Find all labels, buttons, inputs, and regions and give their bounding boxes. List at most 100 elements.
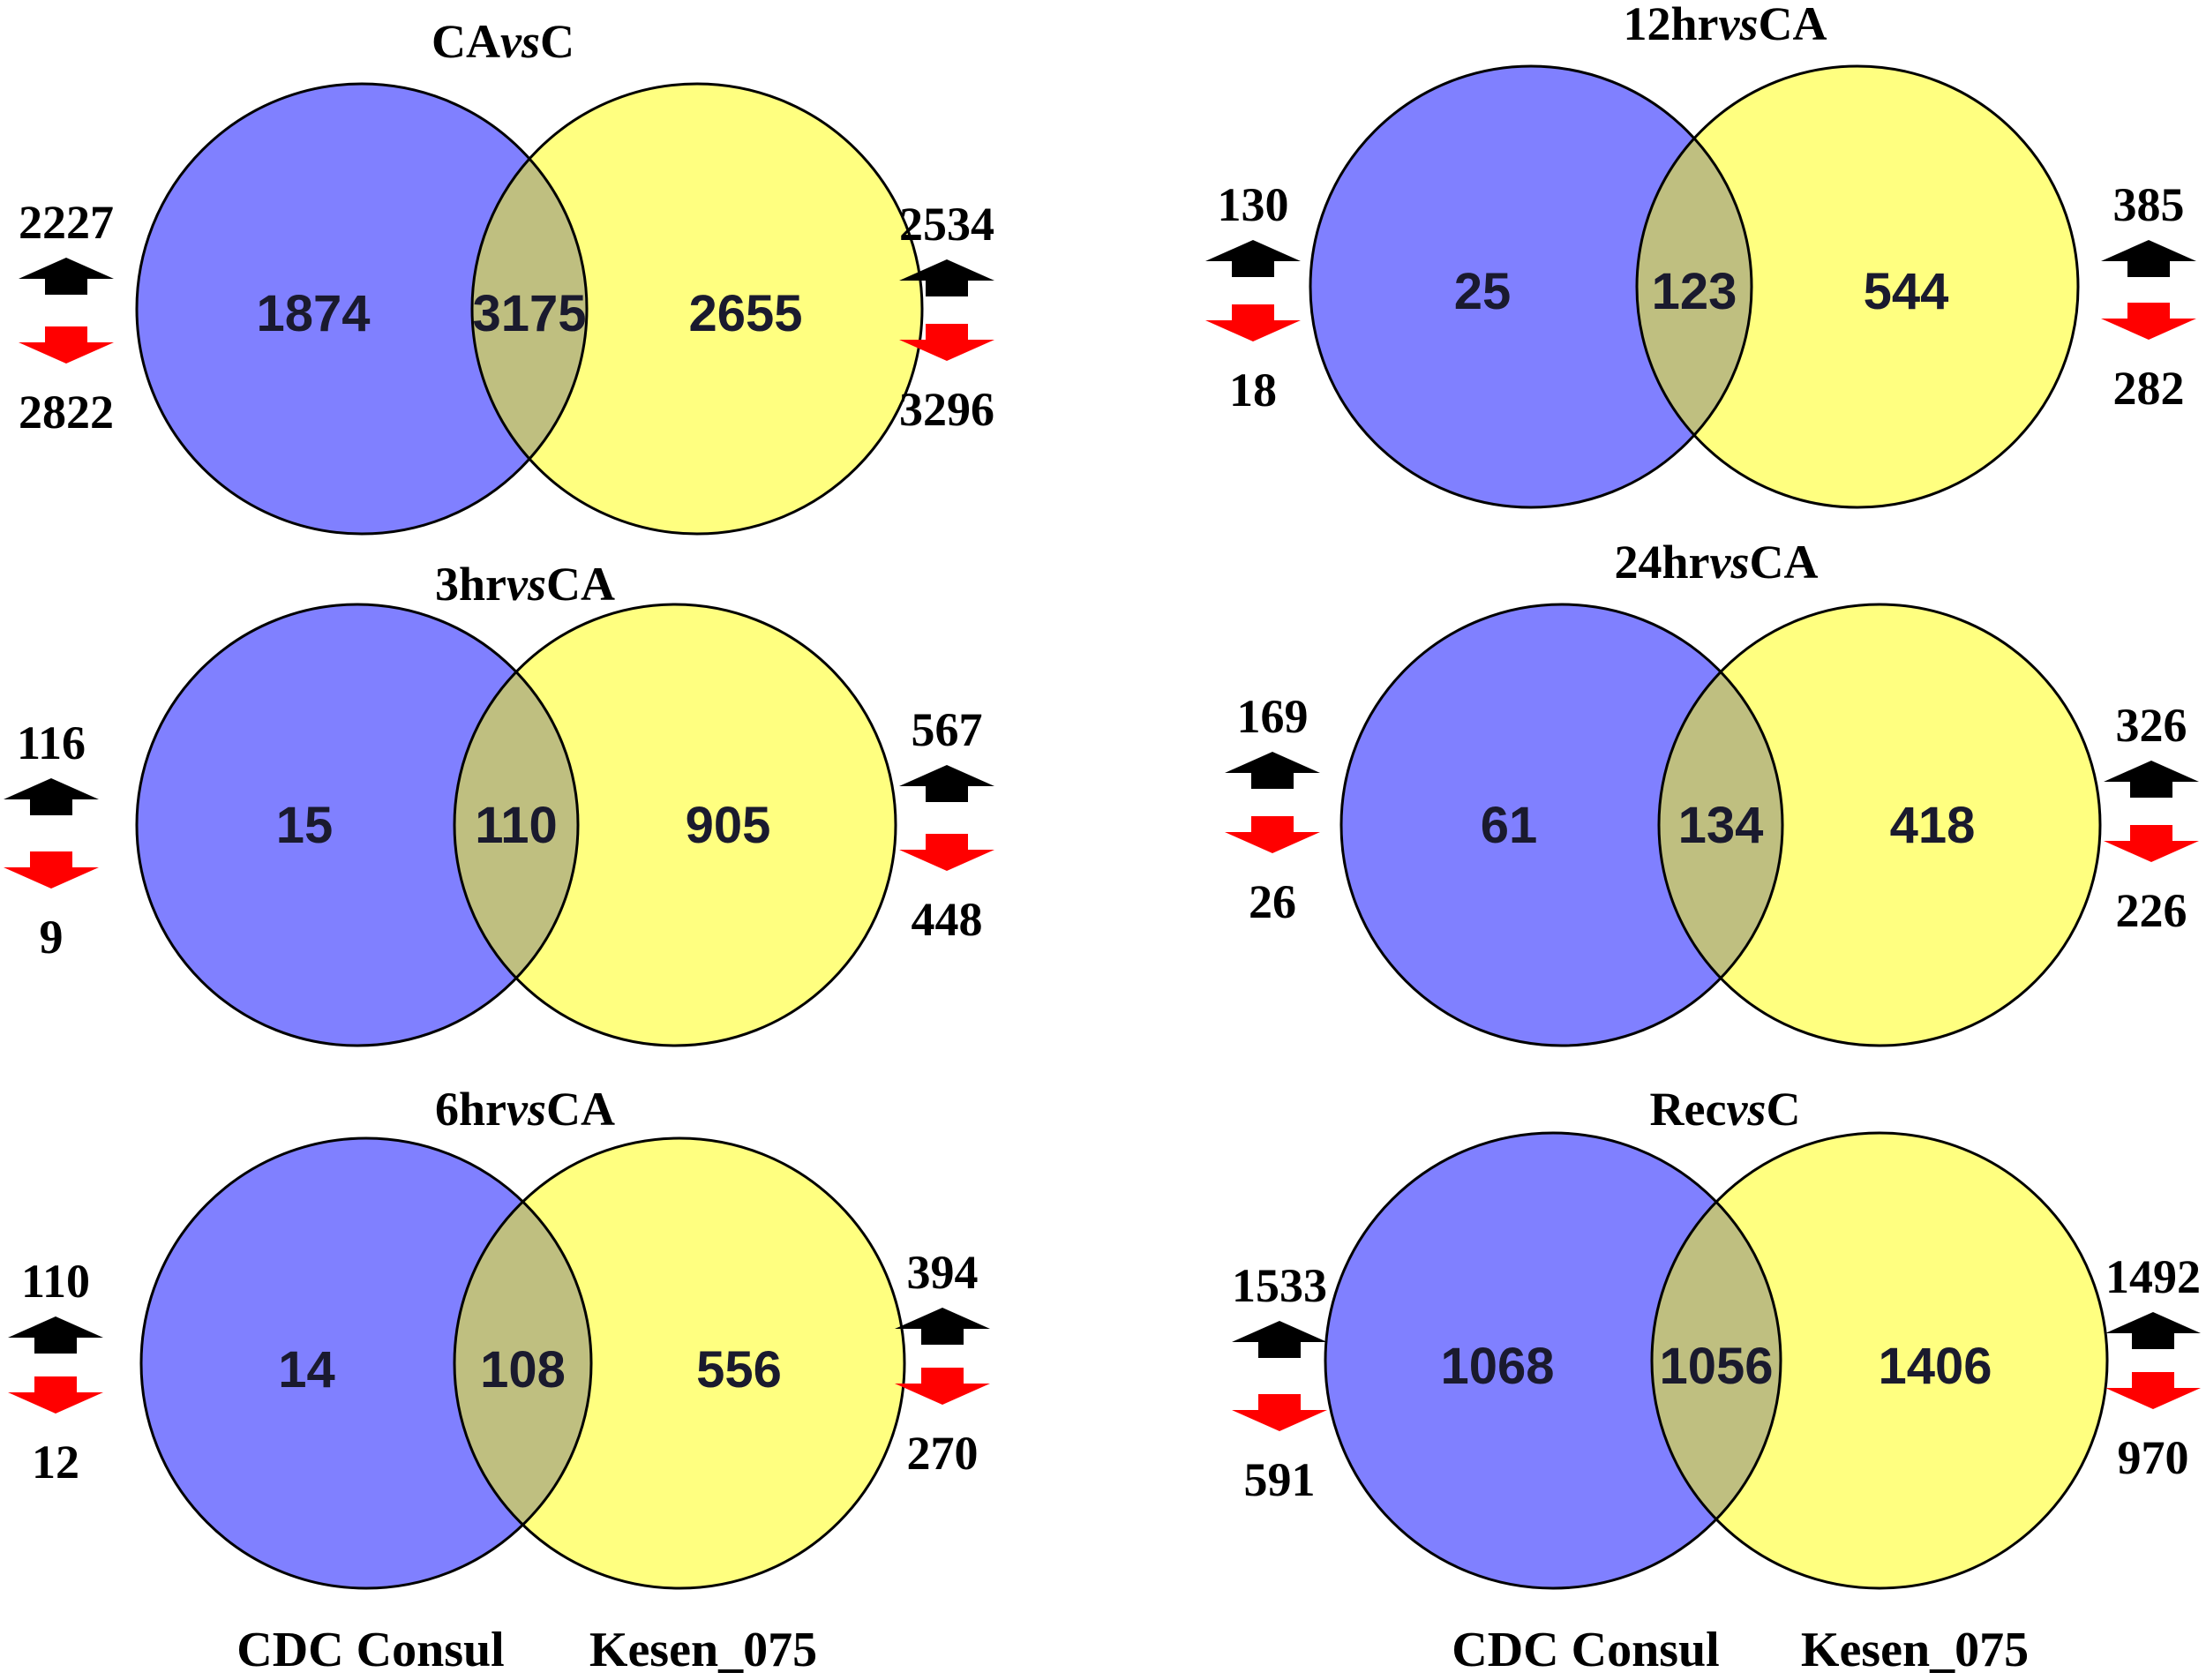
panel-title-pre: 24hr <box>1615 536 1710 589</box>
right-circle-outline <box>1635 64 2080 509</box>
right-down-count: 270 <box>907 1427 979 1480</box>
down-arrow-icon <box>2101 303 2196 340</box>
left-circle <box>137 604 578 1046</box>
left-up-count: 2227 <box>19 196 114 249</box>
up-arrow-icon <box>1225 752 1320 789</box>
panel-title: CAvsC <box>431 15 574 68</box>
left-down-count: 591 <box>1244 1453 1316 1506</box>
down-arrow-icon <box>2104 825 2199 862</box>
right-up-count: 394 <box>907 1246 979 1299</box>
genotype-label-right: Kesen_075 <box>589 1623 817 1677</box>
panel-title-post: CA <box>546 558 615 611</box>
right-only-count: 418 <box>1890 797 1976 854</box>
down-arrow-icon <box>19 326 114 364</box>
genotype-label-left: CDC Consul <box>1452 1623 1719 1677</box>
left-circle <box>1341 604 1782 1046</box>
panel-title: 6hrvsCA <box>435 1083 615 1136</box>
panel-title-pre: Rec <box>1650 1083 1727 1136</box>
down-arrow-icon <box>8 1376 103 1414</box>
right-up-count: 385 <box>2113 178 2185 231</box>
right-only-count: 544 <box>1864 263 1949 320</box>
right-only-count: 2655 <box>688 285 802 342</box>
right-circle <box>1659 604 2100 1046</box>
left-up-count: 130 <box>1218 178 1289 231</box>
left-circle-outline <box>135 603 580 1047</box>
down-arrow-icon <box>895 1368 990 1405</box>
right-up-count: 326 <box>2116 699 2187 752</box>
genotype-label-right: Kesen_075 <box>1801 1623 2029 1677</box>
left-up-count: 116 <box>17 716 86 769</box>
left-circle-outline <box>1309 64 1753 509</box>
left-only-count: 1874 <box>256 285 370 342</box>
panel-title: 12hrvsCA <box>1624 0 1827 50</box>
panel-title-vs: vs <box>1710 536 1750 589</box>
left-circle-outline <box>135 82 589 536</box>
venn-panel: 24hrvsCA 61 134 418 169 26 326 226 <box>1225 536 2199 1047</box>
left-only-count: 61 <box>1481 797 1538 854</box>
left-down-count: 12 <box>32 1436 79 1489</box>
right-circle-outline <box>470 82 924 536</box>
right-circle <box>472 84 922 534</box>
right-only-count: 905 <box>686 797 771 854</box>
panel-title: 24hrvsCA <box>1615 536 1819 589</box>
down-arrow-icon <box>2105 1372 2201 1409</box>
left-circle-outline <box>139 1136 593 1590</box>
left-circle-outline <box>1324 1131 1782 1590</box>
up-arrow-icon <box>4 778 99 815</box>
panel-title-vs: vs <box>506 558 546 611</box>
panel-title-post: C <box>540 15 574 68</box>
panel-title-post: CA <box>1758 0 1827 50</box>
left-down-count: 9 <box>40 911 64 964</box>
left-up-count: 169 <box>1237 690 1309 743</box>
right-circle-outline <box>1650 1131 2109 1590</box>
panel-title: 3hrvsCA <box>435 558 615 611</box>
right-circle-outline <box>1657 603 2102 1047</box>
up-arrow-icon <box>2104 761 2199 798</box>
left-only-count: 15 <box>276 797 334 854</box>
left-circle-outline <box>1339 603 1784 1047</box>
panel-title-post: CA <box>546 1083 615 1136</box>
left-circle <box>1325 1133 1781 1588</box>
shared-count: 134 <box>1678 797 1764 854</box>
up-arrow-icon <box>1232 1321 1327 1358</box>
panel-title-vs: vs <box>1719 0 1759 50</box>
shared-count: 108 <box>480 1341 566 1399</box>
panel-title-vs: vs <box>500 15 540 68</box>
shared-count: 110 <box>475 797 558 854</box>
venn-panel: 12hrvsCA 25 123 544 130 18 385 282 <box>1205 0 2196 509</box>
shared-count: 3175 <box>472 285 586 342</box>
down-arrow-icon <box>1225 816 1320 853</box>
right-down-count: 282 <box>2113 362 2185 415</box>
panel-title-post: CA <box>1749 536 1818 589</box>
venn-panel: RecvsC 1068 1056 1406 1533 591 1492 970 <box>1232 1083 2201 1590</box>
right-only-count: 1406 <box>1878 1338 1992 1395</box>
panel-title-pre: 3hr <box>435 558 506 611</box>
up-arrow-icon <box>2101 240 2196 277</box>
venn-panel: CAvsC 1874 3175 2655 2227 2822 2534 3296 <box>19 15 994 536</box>
up-arrow-icon <box>895 1308 990 1345</box>
left-only-count: 14 <box>278 1341 335 1399</box>
panel-title-vs: vs <box>506 1083 546 1136</box>
right-circle <box>454 604 896 1046</box>
left-down-count: 18 <box>1229 364 1277 416</box>
shared-count: 1056 <box>1659 1338 1773 1395</box>
right-down-count: 226 <box>2116 884 2187 937</box>
panel-title-pre: 12hr <box>1624 0 1719 50</box>
left-down-count: 2822 <box>19 386 114 439</box>
right-circle <box>1652 1133 2107 1588</box>
up-arrow-icon <box>1205 240 1301 277</box>
right-circle-outline <box>453 1136 906 1590</box>
left-circle <box>1310 66 1752 507</box>
left-only-count: 1068 <box>1440 1338 1554 1395</box>
venn-panel: 6hrvsCA 14 108 556 110 12 394 270 <box>8 1083 990 1590</box>
panel-title: RecvsC <box>1650 1083 1801 1136</box>
right-only-count: 556 <box>696 1341 782 1399</box>
left-circle <box>141 1138 591 1588</box>
down-arrow-icon <box>899 834 994 871</box>
right-up-count: 567 <box>912 703 983 756</box>
panel-title-pre: CA <box>431 15 500 68</box>
right-down-count: 3296 <box>899 383 994 436</box>
right-circle-outline <box>453 603 897 1047</box>
